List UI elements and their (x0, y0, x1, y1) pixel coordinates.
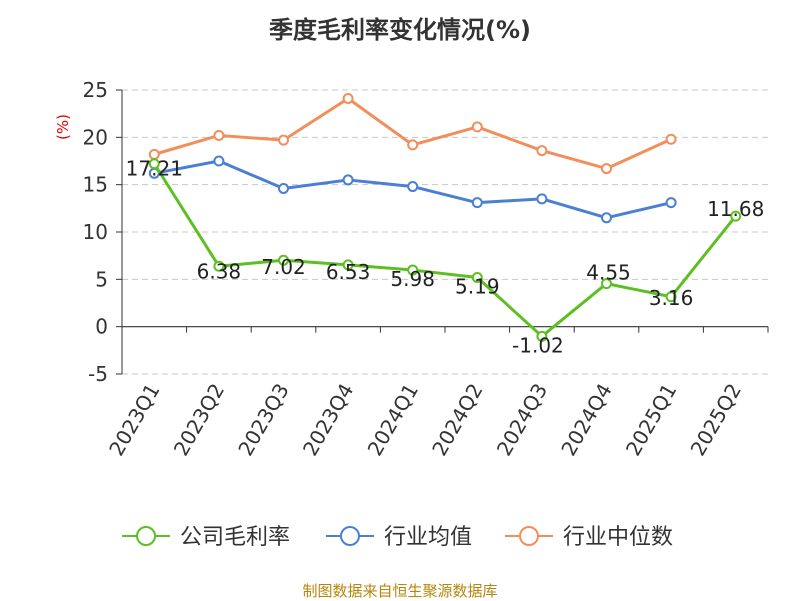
series-line (153, 162, 737, 338)
legend-label: 公司毛利率 (180, 525, 290, 550)
source-note: 制图数据来自恒生聚源数据库 (302, 582, 498, 600)
chart-title: 季度毛利率变化情况(%) (269, 16, 531, 44)
legend-label: 行业均值 (384, 525, 472, 550)
data-label: 4.55 (586, 261, 631, 285)
data-point (665, 197, 677, 209)
data-point (730, 210, 742, 222)
data-point (278, 134, 289, 146)
y-tick-label: 10 (83, 220, 108, 244)
data-point (665, 133, 677, 145)
data-point (407, 264, 419, 276)
data-label: -1.02 (512, 333, 564, 357)
data-point (471, 121, 483, 133)
y-tick-label: 20 (83, 125, 108, 149)
x-tick-label: 2024Q1 (363, 379, 423, 460)
x-tick-label: 2023Q1 (104, 379, 164, 460)
series-lines (148, 93, 742, 342)
data-point (601, 163, 612, 175)
data-point (471, 272, 483, 284)
y-tick-label: 25 (83, 78, 108, 102)
data-label: 5.98 (390, 267, 435, 291)
y-tick-label: 5 (95, 267, 108, 291)
x-tick-label: 2023Q2 (169, 379, 229, 460)
data-labels: 17.21 6.38 7.02 6.53 5.98 5.19 -1.02 4.55 3.16 11… (126, 157, 765, 358)
data-label: 5.19 (455, 275, 500, 299)
data-point (601, 278, 612, 290)
data-point (601, 212, 612, 224)
series-line (153, 97, 672, 171)
data-point (471, 197, 483, 209)
data-point (407, 139, 419, 151)
data-point (665, 291, 677, 303)
y-axis-label: (%) (54, 114, 72, 140)
data-label: 6.38 (197, 259, 242, 283)
data-point (278, 254, 289, 266)
data-point (536, 145, 548, 157)
legend-item: 行业均值 (326, 525, 472, 550)
legend: 公司毛利率 行业均值 行业中位数 (122, 525, 673, 550)
data-point (278, 182, 289, 194)
legend-item: 行业中位数 (505, 525, 673, 550)
legend-marker (519, 526, 539, 546)
data-point (213, 129, 225, 141)
data-label: 11.68 (707, 197, 764, 221)
data-point (407, 181, 419, 193)
x-tick-label: 2024Q3 (492, 379, 552, 460)
y-tick-label: -5 (88, 362, 108, 386)
data-point (536, 193, 548, 205)
legend-marker (340, 526, 360, 546)
data-label: 3.16 (649, 286, 694, 310)
data-point (342, 93, 354, 105)
x-tick-label: 2024Q4 (556, 379, 616, 460)
x-tick-label: 2025Q1 (621, 379, 681, 460)
data-point (148, 158, 160, 170)
y-tick-label: 0 (95, 315, 108, 339)
data-label: 7.02 (261, 255, 306, 279)
data-point (342, 174, 354, 186)
data-point (342, 259, 354, 271)
data-label: 6.53 (326, 260, 371, 284)
legend-label: 行业中位数 (563, 525, 673, 550)
x-tick-label: 2024Q2 (427, 379, 487, 460)
legend-item: 公司毛利率 (122, 525, 290, 550)
x-tick-label: 2023Q4 (298, 379, 358, 460)
x-tick-label: 2025Q2 (686, 379, 746, 460)
data-point (213, 260, 225, 272)
data-point (213, 155, 225, 167)
data-label: 17.21 (126, 157, 183, 181)
y-tick-label: 15 (83, 173, 108, 197)
data-point (536, 330, 548, 342)
x-tick-label: 2023Q3 (233, 379, 293, 460)
legend-marker (136, 526, 156, 546)
